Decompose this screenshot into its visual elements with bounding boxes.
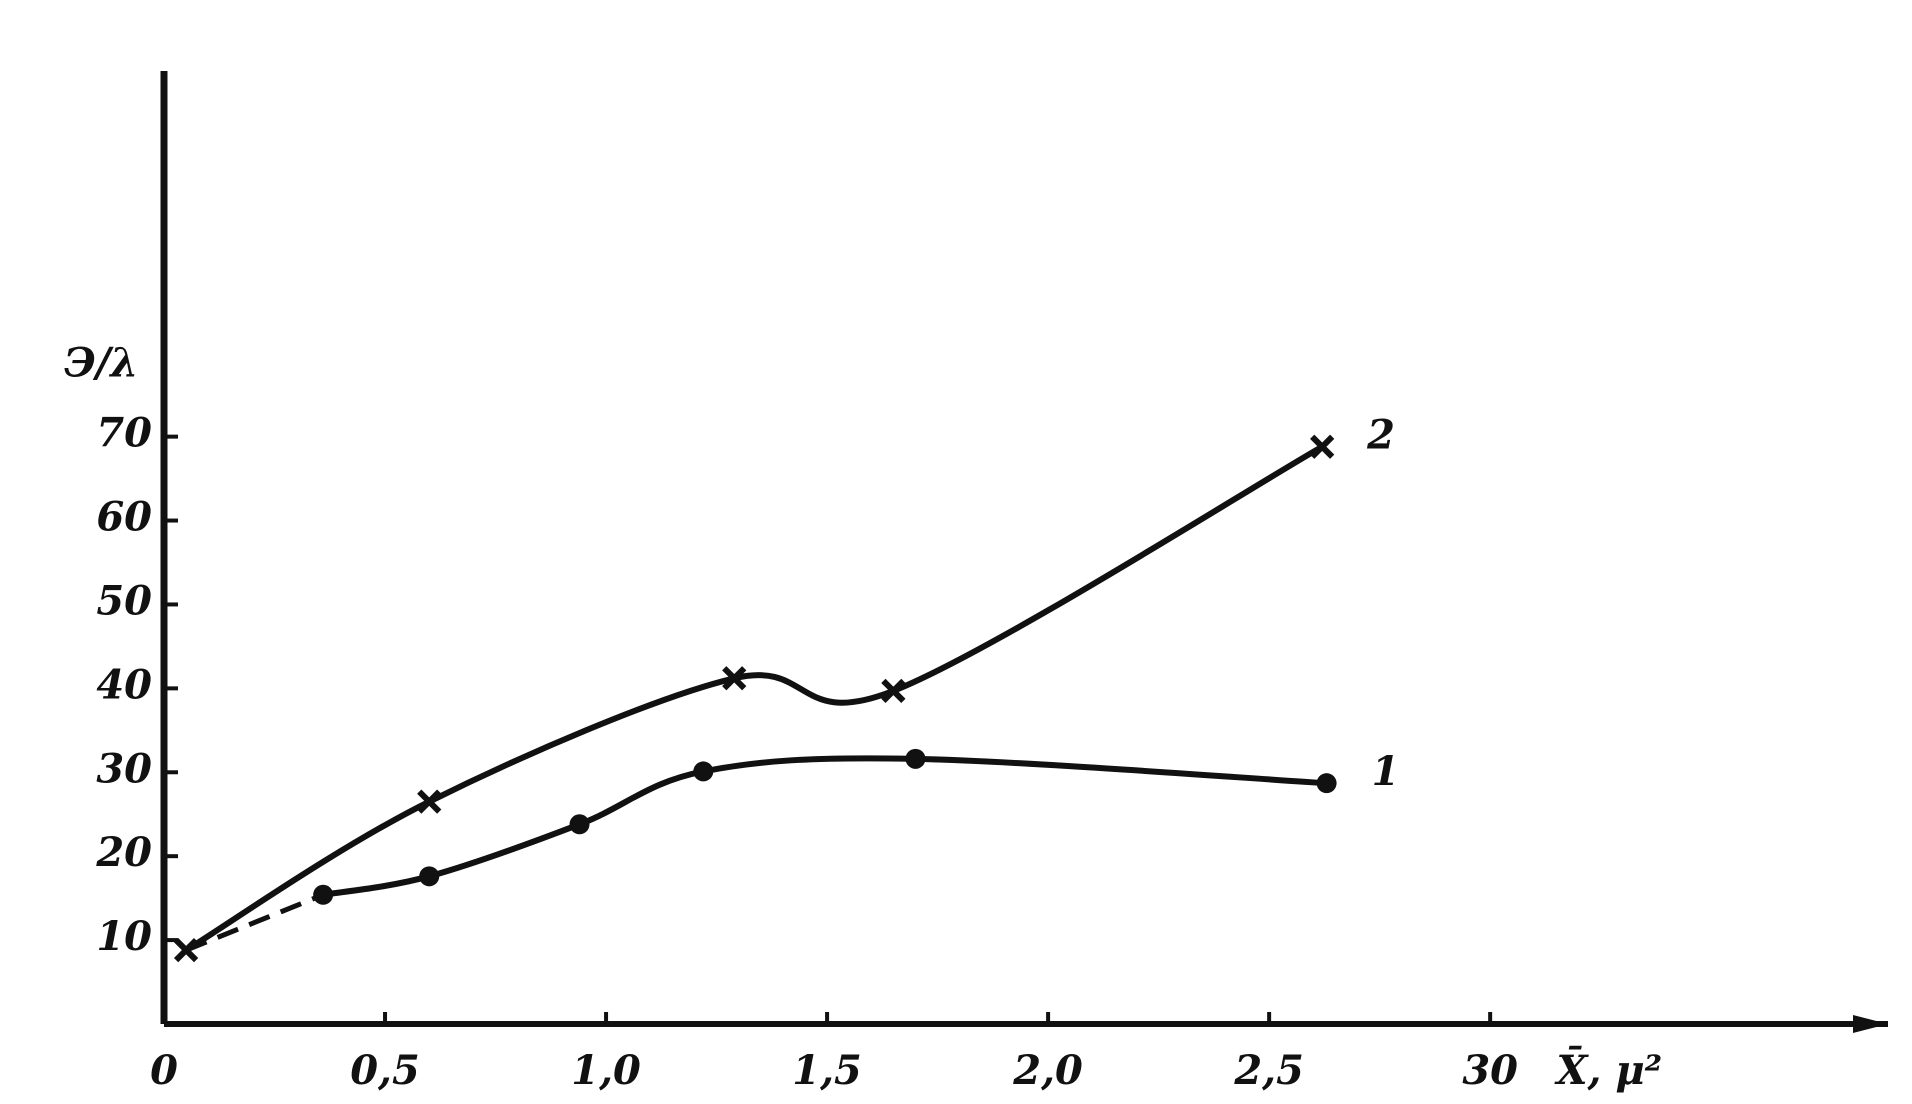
y-tick-label: 50 — [96, 577, 152, 624]
legend-label: 1 — [1372, 748, 1400, 795]
point — [881, 678, 906, 704]
x-axis-arrow — [1853, 1015, 1888, 1033]
x-tick-label: 1,0 — [571, 1047, 641, 1094]
y-tick-label: 20 — [95, 829, 152, 876]
y-tick-label: 60 — [96, 494, 152, 541]
point — [313, 884, 334, 905]
point — [1316, 773, 1337, 794]
x-tick-label: 0,5 — [350, 1047, 420, 1094]
x-tick-label: 0 — [150, 1047, 178, 1094]
x-tick-label: 1,5 — [792, 1047, 862, 1094]
x-tick-label: 2,5 — [1233, 1047, 1304, 1094]
x-tick-label: 2,0 — [1012, 1047, 1083, 1094]
point — [722, 666, 747, 691]
legend-label: 2 — [1366, 412, 1395, 459]
point — [1310, 434, 1335, 459]
y-tick-label: 70 — [96, 410, 152, 457]
point — [905, 748, 926, 769]
point — [693, 761, 714, 782]
point — [419, 866, 440, 887]
series-line — [184, 444, 1324, 953]
x-axis-label: X̄, μ² — [1553, 1047, 1662, 1094]
y-tick-label: 10 — [96, 913, 152, 960]
point — [173, 938, 199, 963]
x-tick-label: 30 — [1462, 1047, 1518, 1094]
extrapolation — [185, 892, 325, 953]
point — [417, 789, 442, 814]
y-tick-label: 40 — [96, 661, 152, 708]
y-axis-label: Э/λ — [64, 339, 138, 386]
y-tick-label: 30 — [96, 745, 152, 792]
point — [569, 814, 590, 835]
